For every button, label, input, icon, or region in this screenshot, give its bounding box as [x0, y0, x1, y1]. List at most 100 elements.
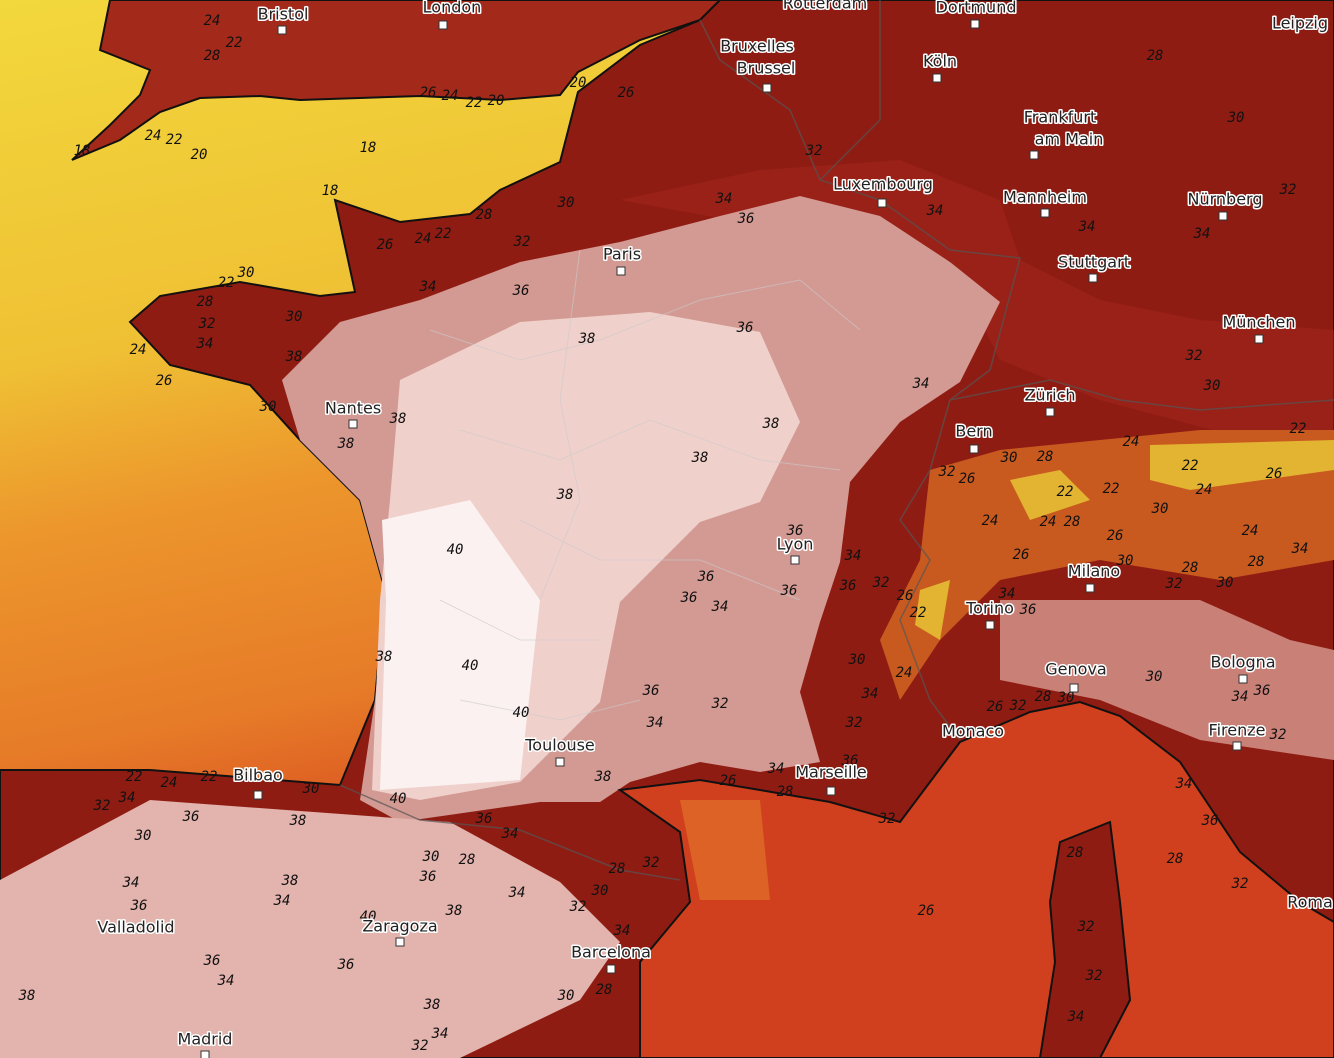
city-label: am Main	[1035, 130, 1104, 149]
city-label: Leipzig	[1272, 14, 1328, 33]
isotherm-label: 30	[1151, 501, 1169, 517]
city-marker	[253, 790, 263, 800]
isotherm-label: 32	[1165, 576, 1183, 592]
isotherm-label: 34	[715, 191, 733, 207]
city-label: Monaco	[942, 722, 1004, 741]
city-marker	[395, 937, 405, 947]
isotherm-label: 36	[780, 583, 798, 599]
city-label: Bruxelles	[720, 37, 794, 56]
isotherm-label: 30	[1203, 378, 1221, 394]
isotherm-label: 36	[203, 953, 221, 969]
city-label: Lyon	[777, 535, 814, 554]
isotherm-label: 26	[1013, 547, 1030, 563]
city-label: Bern	[955, 422, 992, 441]
isotherm-label: 40	[462, 658, 479, 674]
isotherm-label: 34	[613, 923, 631, 939]
isotherm-label: 26	[987, 699, 1004, 715]
borders	[339, 0, 1334, 881]
isotherm-label: 30	[1145, 669, 1163, 685]
isotherm-label: 34	[501, 826, 519, 842]
france-hottest	[380, 500, 540, 790]
city-label: Milano	[1068, 562, 1120, 581]
city-marker	[606, 964, 616, 974]
city-label: London	[423, 0, 482, 17]
isotherm-label: 32	[938, 464, 956, 480]
isotherm-label: 34	[196, 336, 214, 352]
isotherm-label: 30	[259, 399, 277, 415]
city-label: Nürnberg	[1188, 190, 1263, 209]
isotherm-label: 38	[375, 649, 393, 665]
isotherm-label: 26	[1107, 528, 1124, 544]
city-marker	[1218, 211, 1228, 221]
isotherm-label: 36	[841, 753, 859, 769]
city-marker	[438, 20, 448, 30]
city-label: Genova	[1045, 660, 1106, 679]
isotherm-label: 38	[289, 813, 307, 829]
isotherm-label: 20	[191, 147, 208, 163]
isotherm-label: 28	[1064, 514, 1081, 530]
isotherm-label: 36	[1253, 683, 1271, 699]
isotherm-label: 32	[1085, 968, 1103, 984]
isotherm-label: 28	[1037, 449, 1054, 465]
isotherm-label: 28	[1167, 851, 1184, 867]
isotherm-label: 32	[1279, 182, 1297, 198]
isotherm-label: 36	[786, 523, 804, 539]
isotherm-label: 30	[1216, 575, 1234, 591]
city-marker	[1085, 583, 1095, 593]
city-label: Barcelona	[571, 943, 651, 962]
isotherm-label: 34	[926, 203, 944, 219]
isotherm-label: 26	[420, 85, 437, 101]
city-marker	[932, 73, 942, 83]
isotherm-label: 32	[513, 234, 531, 250]
city-label: Mannheim	[1003, 188, 1087, 207]
city-label: Zaragoza	[362, 917, 437, 936]
isotherm-label: 36	[839, 578, 857, 594]
city-label: Paris	[603, 245, 641, 264]
corsica-sardinia	[1038, 820, 1132, 1058]
city-label: Torino	[965, 599, 1014, 618]
isotherm-label: 20	[488, 93, 505, 109]
isotherm-label: 20	[570, 75, 587, 91]
isotherm-label: 26	[897, 588, 914, 604]
isotherm-label: 30	[1057, 690, 1075, 706]
isotherm-label: 18	[74, 143, 91, 159]
isotherm-label: 32	[805, 143, 823, 159]
isotherm-label: 26	[959, 471, 976, 487]
city-marker	[762, 83, 772, 93]
isotherm-label: 24	[204, 13, 221, 29]
city-label: Firenze	[1209, 721, 1266, 740]
isotherm-label: 38	[337, 436, 355, 452]
isotherm-label: 30	[134, 828, 152, 844]
city-label: Brussel	[737, 59, 796, 78]
isotherm-label: 24	[161, 775, 178, 791]
isotherm-label: 34	[711, 599, 729, 615]
city-label: Luxembourg	[833, 175, 933, 194]
city-marker	[616, 266, 626, 276]
city-marker	[348, 419, 358, 429]
isotherm-label: 30	[1116, 553, 1134, 569]
city-label: Rotterdam	[783, 0, 867, 13]
city-label: Toulouse	[524, 736, 595, 755]
isotherm-label: 24	[415, 231, 432, 247]
alps-cool	[915, 440, 1334, 640]
isotherm-label: 26	[377, 237, 394, 253]
isotherm-label: 40	[390, 791, 407, 807]
isotherm-label: 34	[217, 973, 235, 989]
isotherm-label: 28	[476, 207, 493, 223]
isotherm-label: 36	[1201, 813, 1219, 829]
isotherm-label: 32	[711, 696, 729, 712]
isotherm-label: 36	[697, 569, 715, 585]
isotherm-label: 28	[204, 48, 221, 64]
city-marker	[1045, 407, 1055, 417]
isotherm-label: 32	[845, 715, 863, 731]
isotherm-label: 34	[431, 1026, 449, 1042]
city-marker	[826, 786, 836, 796]
isotherm-label: 24	[1196, 482, 1213, 498]
city-marker	[200, 1050, 210, 1058]
isotherm-label: 38	[285, 349, 303, 365]
city-label: Bristol	[258, 5, 309, 24]
isotherm-label: 22	[910, 605, 927, 621]
isotherm-label: 32	[1077, 919, 1095, 935]
isotherm-label: 24	[896, 665, 913, 681]
